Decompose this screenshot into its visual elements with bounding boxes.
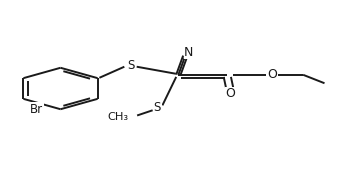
Text: Br: Br [30,103,43,116]
Text: S: S [127,59,134,72]
Text: CH₃: CH₃ [108,112,129,122]
Text: S: S [154,101,161,114]
Text: O: O [225,87,235,100]
Text: N: N [184,46,194,59]
Text: O: O [267,68,277,81]
